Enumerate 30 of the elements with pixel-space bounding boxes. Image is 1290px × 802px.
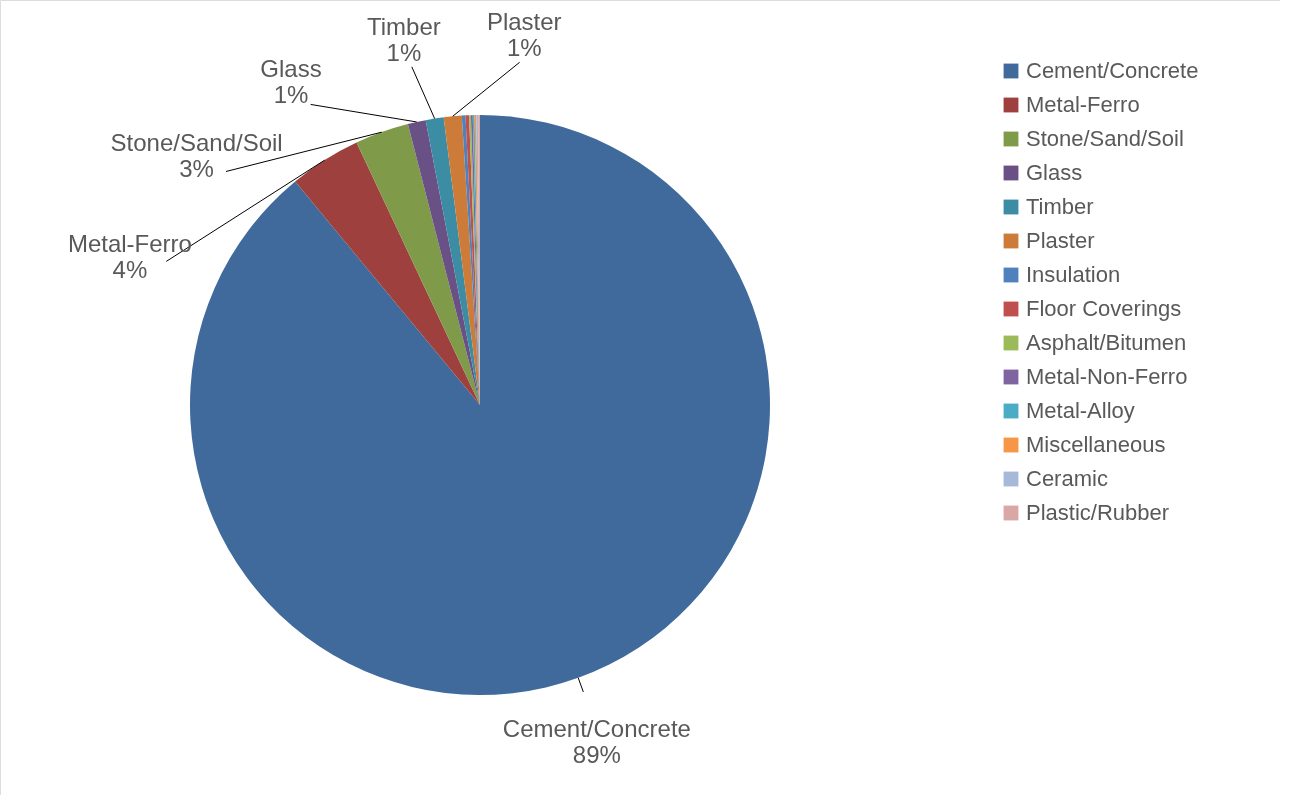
- data-label: 1%: [386, 38, 422, 66]
- data-label: 4%: [112, 255, 148, 283]
- data-label: 1%: [506, 33, 542, 61]
- legend-label: Timber: [1026, 194, 1094, 219]
- legend-label: Ceramic: [1026, 466, 1108, 491]
- pie-slice: [295, 142, 480, 405]
- legend-label: Asphalt/Bitumen: [1026, 330, 1187, 355]
- slice-label: Metal-Ferro: [67, 229, 192, 257]
- pie-slice: [407, 120, 480, 405]
- legend-label: Metal-Non-Ferro: [1026, 364, 1188, 389]
- slice-label: Stone/Sand/Soil: [110, 129, 283, 157]
- slice-label: Plaster: [486, 7, 562, 35]
- data-label: 89%: [572, 740, 621, 768]
- legend-label: Miscellaneous: [1026, 432, 1166, 457]
- data-label: 1%: [273, 80, 309, 108]
- legend-label: Metal-Alloy: [1026, 398, 1135, 423]
- slice-label: Glass: [260, 54, 322, 82]
- legend-label: Plastic/Rubber: [1026, 500, 1170, 525]
- pie-slice: [356, 124, 480, 405]
- legend-label: Stone/Sand/Soil: [1026, 126, 1184, 151]
- slice-label: Cement/Concrete: [502, 714, 691, 742]
- data-label: 3%: [179, 155, 214, 183]
- legend-label: Metal-Ferro: [1026, 92, 1140, 117]
- slice-label: Timber: [367, 12, 441, 40]
- legend-label: Plaster: [1026, 228, 1095, 253]
- legend-label: Cement/Concrete: [1026, 58, 1199, 83]
- pie-slice: [425, 117, 480, 405]
- legend-label: Floor Coverings: [1026, 296, 1182, 321]
- legend-label: Glass: [1026, 160, 1083, 185]
- legend-label: Insulation: [1026, 262, 1121, 287]
